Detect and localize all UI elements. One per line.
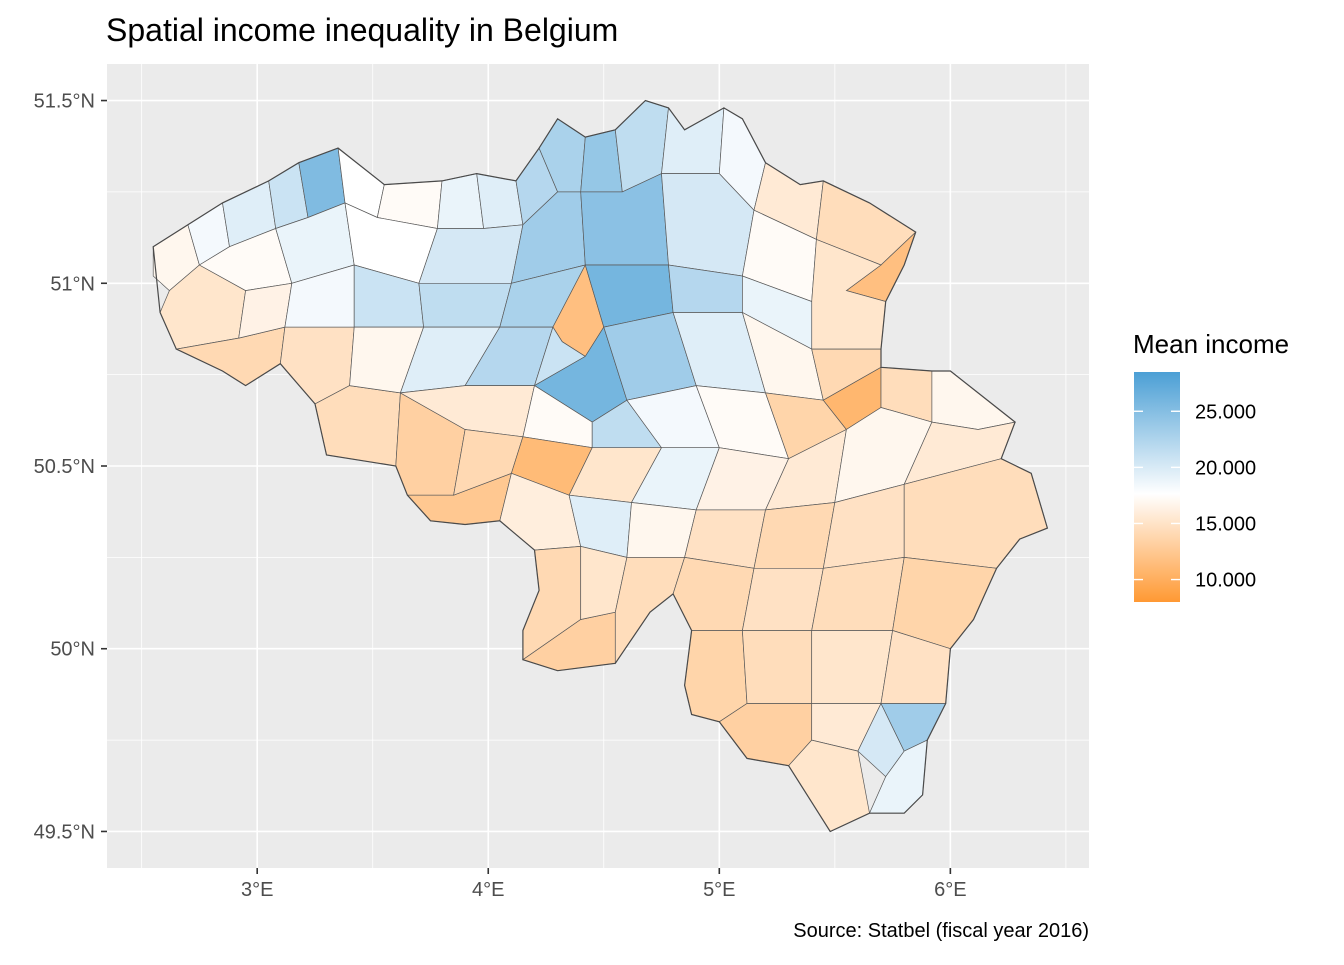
municipality-region bbox=[753, 502, 836, 569]
legend-ticks: 25.000 20.000 15.000 10.000 bbox=[1134, 401, 1256, 592]
x-axis: 3°E 4°E 5°E 6°E bbox=[241, 868, 967, 901]
caption: Source: Statbel (fiscal year 2016) bbox=[793, 920, 1089, 942]
municipality-region bbox=[314, 385, 401, 467]
y-tick-label: 51°N bbox=[50, 273, 95, 295]
x-tick-label: 6°E bbox=[934, 879, 966, 901]
x-tick-label: 3°E bbox=[241, 879, 273, 901]
legend-colorbar bbox=[1134, 372, 1180, 602]
legend-tick-label: 15.000 bbox=[1195, 513, 1256, 535]
legend: Mean income 25.000 20.000 15.000 10.000 bbox=[1133, 329, 1289, 602]
municipality-region bbox=[811, 630, 894, 704]
x-tick-label: 4°E bbox=[472, 879, 504, 901]
legend-title: Mean income bbox=[1133, 329, 1289, 359]
chart-title: Spatial income inequality in Belgium bbox=[106, 12, 618, 48]
municipality-region bbox=[741, 567, 824, 631]
municipality-region bbox=[418, 282, 512, 328]
legend-tick-label: 10.000 bbox=[1195, 570, 1256, 592]
y-tick-label: 51.5°N bbox=[34, 91, 95, 113]
y-tick-label: 50°N bbox=[50, 639, 95, 661]
municipality-region bbox=[742, 630, 813, 704]
municipality-region bbox=[684, 630, 748, 723]
belgium-outline bbox=[152, 99, 1049, 833]
municipality-regions bbox=[152, 100, 1048, 832]
x-tick-label: 5°E bbox=[703, 879, 735, 901]
legend-tick-label: 20.000 bbox=[1195, 457, 1256, 479]
y-tick-label: 50.5°N bbox=[34, 456, 95, 478]
legend-tick-label: 25.000 bbox=[1195, 401, 1256, 423]
municipality-region bbox=[811, 556, 905, 631]
municipality-region bbox=[626, 502, 697, 558]
municipality-region bbox=[437, 173, 484, 229]
y-axis: 49.5°N 50°N 50.5°N 51°N 51.5°N bbox=[34, 91, 107, 843]
y-tick-label: 49.5°N bbox=[34, 821, 95, 843]
